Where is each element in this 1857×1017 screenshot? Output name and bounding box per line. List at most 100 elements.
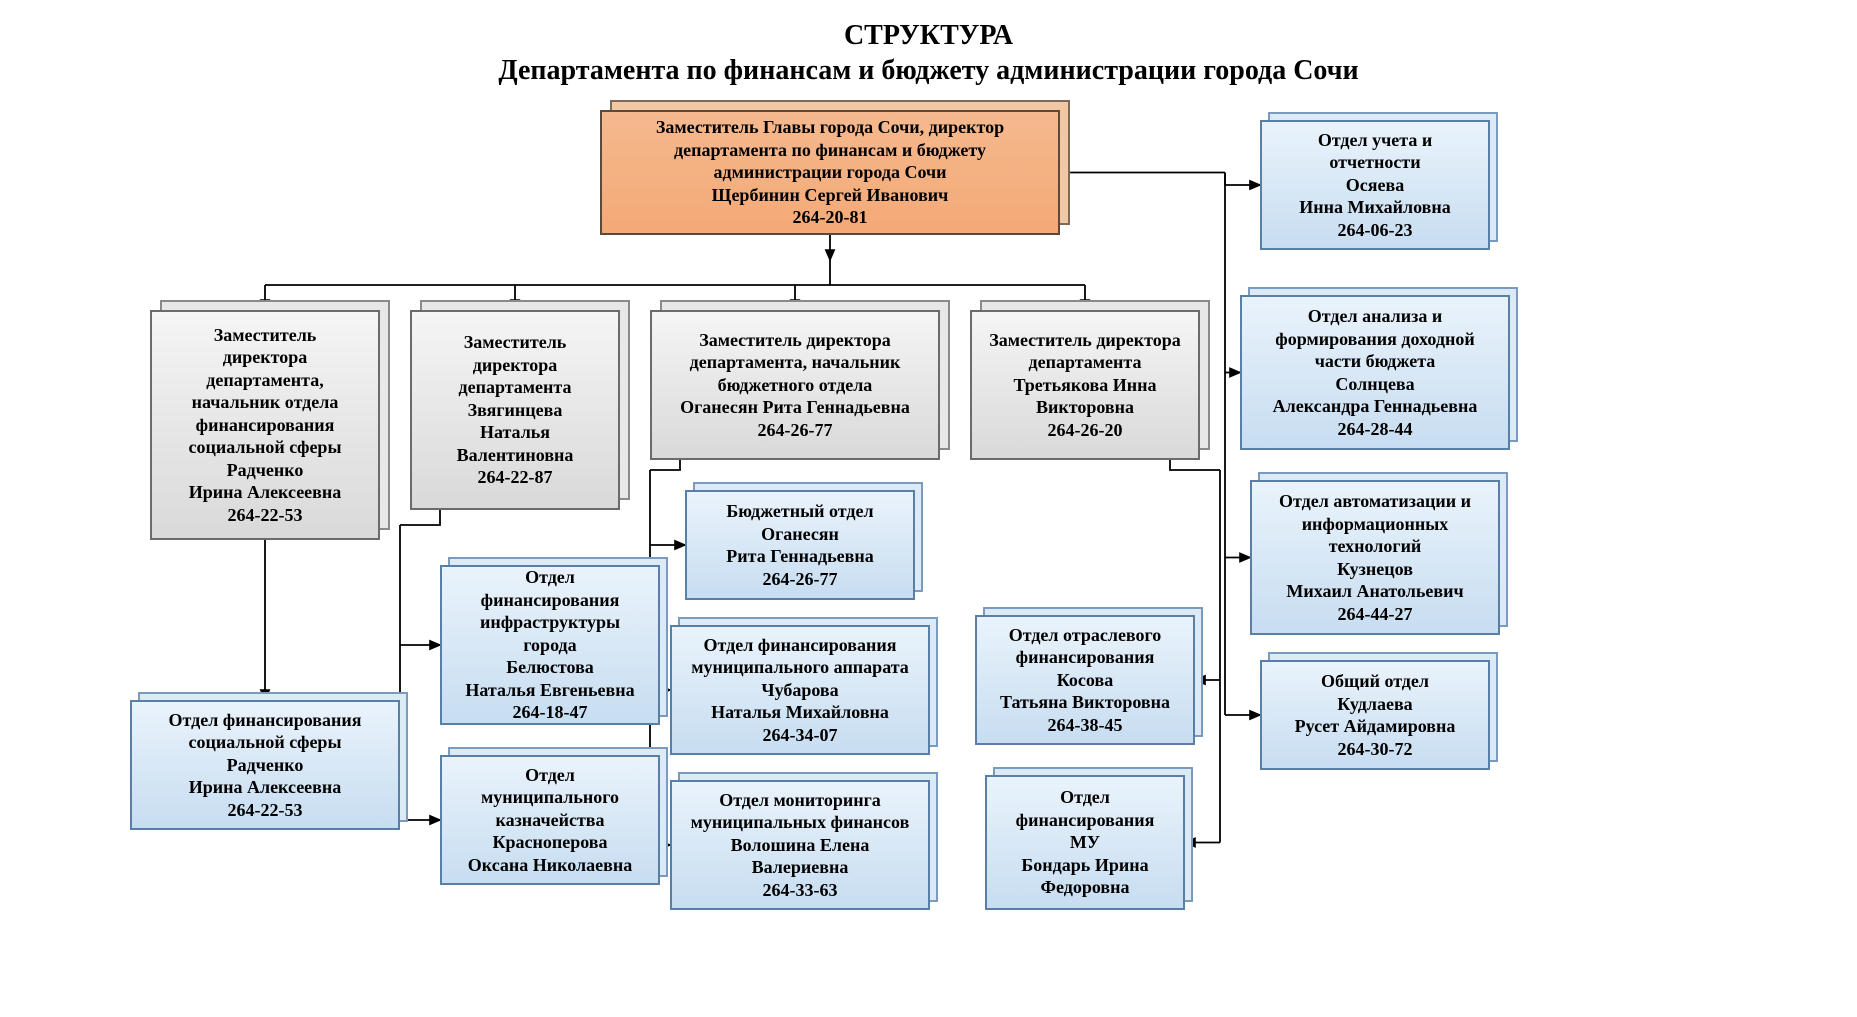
node-r2: Отдел анализа иформирования доходнойчаст… bbox=[1240, 295, 1510, 450]
node-r1-line: 264-06-23 bbox=[1338, 219, 1413, 242]
node-top-line: администрации города Сочи bbox=[713, 161, 946, 184]
node-d4_a: Отдел отраслевогофинансированияКосоваТат… bbox=[975, 615, 1195, 745]
node-r4-line: Русет Айдамировна bbox=[1295, 715, 1456, 738]
node-top-line: департамента по финансам и бюджету bbox=[674, 139, 986, 162]
node-r4-line: Общий отдел bbox=[1321, 670, 1429, 693]
node-d4_b-line: финансирования bbox=[1016, 809, 1155, 832]
node-dep4-line: Заместитель директора bbox=[989, 329, 1181, 352]
node-r1-line: Инна Михайловна bbox=[1299, 196, 1450, 219]
node-r3-line: технологий bbox=[1329, 535, 1422, 558]
node-top: Заместитель Главы города Сочи, директорд… bbox=[600, 110, 1060, 235]
node-d2_a: ОтделфинансированияинфраструктурыгородаБ… bbox=[440, 565, 660, 725]
node-dep4-line: Викторовна bbox=[1036, 396, 1134, 419]
node-r1: Отдел учета иотчетностиОсяеваИнна Михайл… bbox=[1260, 120, 1490, 250]
node-r3-line: Михаил Анатольевич bbox=[1286, 580, 1463, 603]
node-d4_a-line: финансирования bbox=[1016, 646, 1155, 669]
node-dep2-line: Наталья bbox=[480, 421, 550, 444]
node-r1-line: Осяева bbox=[1346, 174, 1404, 197]
node-dep3-line: департамента, начальник bbox=[690, 351, 901, 374]
node-d2_b-line: Оксана Николаевна bbox=[468, 854, 632, 877]
node-dep2: ЗаместительдиректорадепартаментаЗвягинце… bbox=[410, 310, 620, 510]
node-top-line: Щербинин Сергей Иванович bbox=[712, 184, 949, 207]
node-d2_a-line: города bbox=[523, 634, 576, 657]
node-d2_a-line: финансирования bbox=[481, 589, 620, 612]
node-d3_a-line: Бюджетный отдел bbox=[726, 500, 873, 523]
node-dep2-line: Валентиновна bbox=[457, 444, 574, 467]
node-dep3-line: Заместитель директора bbox=[699, 329, 891, 352]
node-dep1-line: финансирования bbox=[196, 414, 335, 437]
node-d1_a-line: Радченко bbox=[227, 754, 304, 777]
node-r1-line: отчетности bbox=[1329, 151, 1420, 174]
node-r2-line: Александра Геннадьевна bbox=[1273, 395, 1478, 418]
node-r3-line: информационных bbox=[1302, 513, 1449, 536]
node-d2_b-line: Отдел bbox=[525, 764, 575, 787]
node-dep3-line: Оганесян Рита Геннадьевна bbox=[680, 396, 910, 419]
node-d3_b-line: Чубарова bbox=[761, 679, 838, 702]
page-title-2: Департамента по финансам и бюджету админ… bbox=[0, 55, 1857, 87]
node-r3-line: Отдел автоматизации и bbox=[1279, 490, 1471, 513]
node-r4-line: Кудлаева bbox=[1337, 693, 1412, 716]
node-dep3: Заместитель директорадепартамента, начал… bbox=[650, 310, 940, 460]
node-r3-line: Кузнецов bbox=[1337, 558, 1413, 581]
node-r2-line: формирования доходной bbox=[1275, 328, 1474, 351]
node-dep1-line: Ирина Алексеевна bbox=[189, 481, 342, 504]
node-dep1-line: начальник отдела bbox=[192, 391, 339, 414]
node-r3: Отдел автоматизации иинформационныхтехно… bbox=[1250, 480, 1500, 635]
node-d1_a-line: Ирина Алексеевна bbox=[189, 776, 342, 799]
node-d3_a-line: Оганесян bbox=[761, 523, 839, 546]
node-d3_c-line: Отдел мониторинга bbox=[719, 789, 881, 812]
node-d3_c-line: 264-33-63 bbox=[763, 879, 838, 902]
node-d1_a-line: 264-22-53 bbox=[228, 799, 303, 822]
node-dep3-line: 264-26-77 bbox=[758, 419, 833, 442]
node-d3_b-line: 264-34-07 bbox=[763, 724, 838, 747]
node-dep1: Заместительдиректорадепартамента,начальн… bbox=[150, 310, 380, 540]
node-d3_c-line: Волошина Елена bbox=[731, 834, 870, 857]
node-d3_b-line: муниципального аппарата bbox=[691, 656, 909, 679]
node-dep2-line: директора bbox=[473, 354, 557, 377]
node-dep2-line: департамента bbox=[459, 376, 572, 399]
node-dep1-line: директора bbox=[223, 346, 307, 369]
node-d2_b-line: Красноперова bbox=[492, 831, 607, 854]
node-d4_a-line: 264-38-45 bbox=[1048, 714, 1123, 737]
node-top-line: 264-20-81 bbox=[793, 206, 868, 229]
node-d3_a: Бюджетный отделОганесянРита Геннадьевна2… bbox=[685, 490, 915, 600]
node-d3_a-line: Рита Геннадьевна bbox=[726, 545, 873, 568]
node-r3-line: 264-44-27 bbox=[1338, 603, 1413, 626]
node-d1_a-line: Отдел финансирования bbox=[169, 709, 362, 732]
node-d2_a-line: 264-18-47 bbox=[513, 701, 588, 724]
node-d4_a-line: Косова bbox=[1057, 669, 1113, 692]
node-d2_a-line: Белюстова bbox=[506, 656, 594, 679]
node-d3_c: Отдел мониторингамуниципальных финансовВ… bbox=[670, 780, 930, 910]
node-d3_c-line: Валериевна bbox=[752, 856, 849, 879]
node-d2_a-line: инфраструктуры bbox=[480, 611, 620, 634]
node-d2_a-line: Отдел bbox=[525, 566, 575, 589]
node-r2-line: Отдел анализа и bbox=[1308, 305, 1442, 328]
node-dep1-line: департамента, bbox=[206, 369, 323, 392]
node-d4_b-line: Отдел bbox=[1060, 786, 1110, 809]
node-d1_a-line: социальной сферы bbox=[188, 731, 341, 754]
node-dep4: Заместитель директорадепартаментаТретьяк… bbox=[970, 310, 1200, 460]
node-r2-line: части бюджета bbox=[1315, 350, 1436, 373]
node-d1_a: Отдел финансированиясоциальной сферыРадч… bbox=[130, 700, 400, 830]
node-dep2-line: Звягинцева bbox=[468, 399, 563, 422]
node-r1-line: Отдел учета и bbox=[1318, 129, 1432, 152]
node-top-line: Заместитель Главы города Сочи, директор bbox=[656, 116, 1004, 139]
node-d4_b-line: Бондарь Ирина bbox=[1021, 854, 1148, 877]
node-dep1-line: Радченко bbox=[227, 459, 304, 482]
node-d2_b-line: казначейства bbox=[495, 809, 604, 832]
node-d3_c-line: муниципальных финансов bbox=[691, 811, 910, 834]
page-title-1: СТРУКТУРА bbox=[0, 20, 1857, 52]
node-dep3-line: бюджетного отдела bbox=[718, 374, 873, 397]
node-d3_a-line: 264-26-77 bbox=[763, 568, 838, 591]
node-d2_a-line: Наталья Евгеньевна bbox=[465, 679, 634, 702]
node-d2_b: ОтделмуниципальногоказначействаКраснопер… bbox=[440, 755, 660, 885]
node-dep1-line: 264-22-53 bbox=[228, 504, 303, 527]
node-r4-line: 264-30-72 bbox=[1338, 738, 1413, 761]
node-d4_b-line: Федоровна bbox=[1041, 876, 1130, 899]
node-dep2-line: 264-22-87 bbox=[478, 466, 553, 489]
node-dep4-line: департамента bbox=[1029, 351, 1142, 374]
node-d2_b-line: муниципального bbox=[481, 786, 619, 809]
node-dep1-line: социальной сферы bbox=[188, 436, 341, 459]
node-d4_b: ОтделфинансированияМУБондарь ИринаФедоро… bbox=[985, 775, 1185, 910]
node-dep2-line: Заместитель bbox=[464, 331, 567, 354]
